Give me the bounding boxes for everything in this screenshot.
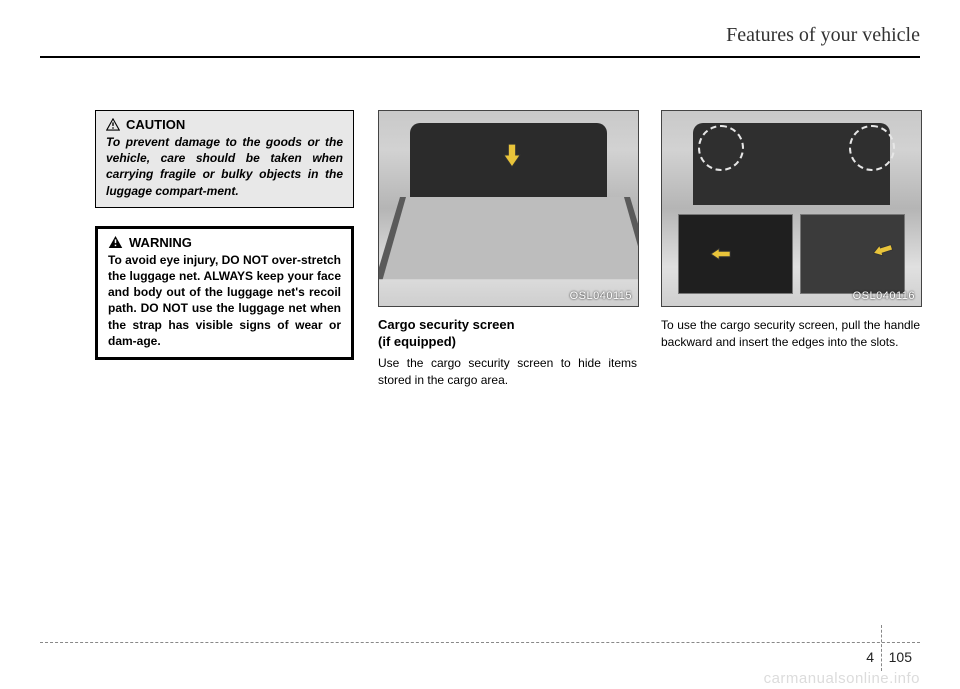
caution-box: CAUTION To prevent damage to the goods o… bbox=[95, 110, 354, 208]
arrow-left-icon-2 bbox=[870, 240, 895, 260]
inset-right bbox=[800, 214, 906, 294]
slot-highlight-right bbox=[849, 125, 895, 171]
footer-rule bbox=[40, 642, 920, 643]
header-rule bbox=[40, 56, 920, 58]
page: Features of your vehicle CAUTION To prev… bbox=[0, 0, 960, 689]
footer-chapter-number: 4 bbox=[866, 649, 874, 665]
warning-triangle-icon bbox=[108, 235, 123, 249]
figure-id: OSL040115 bbox=[570, 290, 632, 302]
column-3: OSL040116 To use the cargo security scre… bbox=[661, 110, 920, 388]
caution-header: CAUTION bbox=[106, 117, 343, 132]
warning-label: WARNING bbox=[129, 235, 192, 250]
caution-triangle-icon bbox=[106, 118, 120, 131]
figure-id-2: OSL040116 bbox=[853, 290, 915, 302]
content-columns: CAUTION To prevent damage to the goods o… bbox=[95, 110, 920, 388]
arrow-left-icon bbox=[710, 247, 732, 261]
column-2: OSL040115 Cargo security screen (if equi… bbox=[378, 110, 637, 388]
cargo-title-line2: (if equipped) bbox=[378, 334, 456, 349]
cargo-title: Cargo security screen (if equipped) bbox=[378, 317, 637, 351]
footer-vert-rule bbox=[881, 625, 882, 671]
cargo-floor-shape bbox=[378, 197, 639, 279]
arrow-down-icon bbox=[503, 142, 521, 168]
column-1: CAUTION To prevent damage to the goods o… bbox=[95, 110, 354, 388]
caution-body: To prevent damage to the goods or the ve… bbox=[106, 134, 343, 199]
slot-highlight-left bbox=[698, 125, 744, 171]
cargo-slots-body: To use the cargo security screen, pull t… bbox=[661, 317, 920, 351]
warning-box: WARNING To avoid eye injury, DO NOT over… bbox=[95, 226, 354, 360]
caution-label: CAUTION bbox=[126, 117, 185, 132]
cargo-title-line1: Cargo security screen bbox=[378, 317, 515, 332]
warning-header: WARNING bbox=[108, 235, 341, 250]
watermark: carmanualsonline.info bbox=[764, 670, 920, 687]
footer-page-number: 105 bbox=[889, 649, 912, 665]
figure-cargo-screen: OSL040115 bbox=[378, 110, 639, 307]
figure-cargo-slots: OSL040116 bbox=[661, 110, 922, 307]
warning-body: To avoid eye injury, DO NOT over-stretch… bbox=[108, 252, 341, 349]
section-header: Features of your vehicle bbox=[726, 24, 920, 47]
inset-left bbox=[678, 214, 794, 294]
cargo-body: Use the cargo security screen to hide it… bbox=[378, 355, 637, 389]
